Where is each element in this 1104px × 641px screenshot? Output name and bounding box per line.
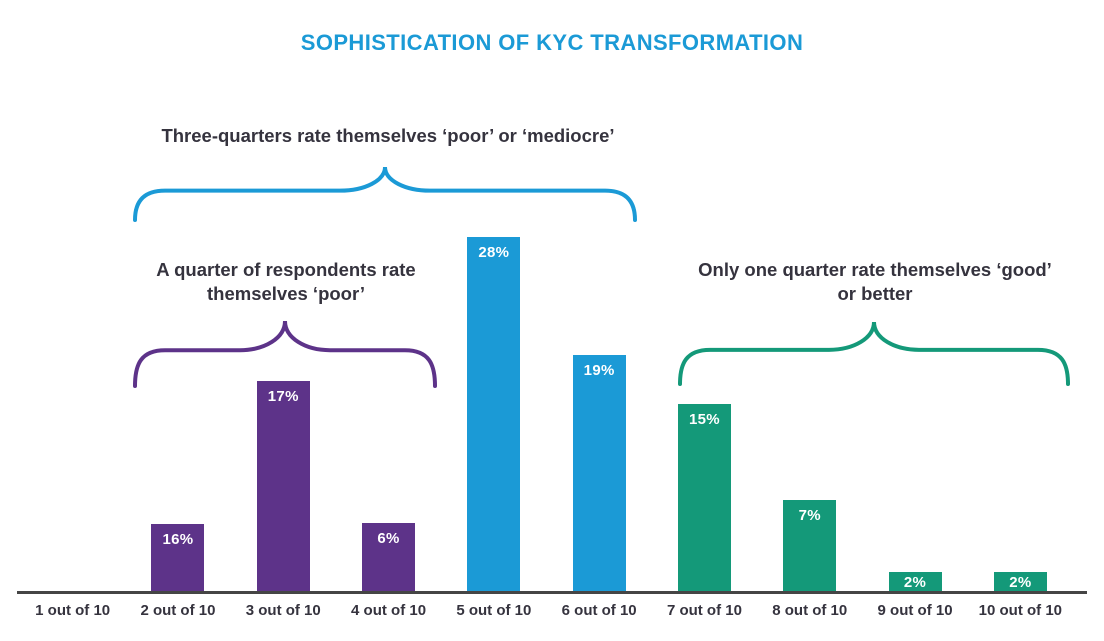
bar-value-label: 16% — [162, 531, 194, 548]
bar-9-out-of-10: 2% — [888, 572, 942, 592]
bar-value-label: 17% — [267, 388, 299, 405]
quarter-good-or-better-brace — [678, 321, 1070, 386]
bar-6-out-of-10: 19% — [572, 355, 626, 592]
x-axis-line — [17, 591, 1087, 594]
bar-10-out-of-10: 2% — [993, 572, 1047, 592]
bar-value-label: 2% — [1009, 573, 1032, 591]
quarter-poor-brace — [133, 320, 437, 388]
bar-8-out-of-10: 7% — [783, 500, 837, 592]
quarter-poor-brace-path — [133, 320, 437, 388]
bar-value-label: 19% — [583, 362, 615, 379]
bar-value-label: 2% — [903, 573, 927, 591]
x-axis-label-9-out-of-10: 9 out of 10 — [877, 602, 953, 619]
three-quarters-poor-or-mediocre-brace — [133, 166, 637, 222]
bar-3-out-of-10: 17% — [256, 381, 310, 592]
bar-value-label: 28% — [478, 244, 510, 261]
bar-value-label: 7% — [798, 507, 821, 524]
bar-value-label: 6% — [377, 530, 400, 547]
annotation-three-quarters-poor-or-mediocre: Three-quarters rate themselves ‘poor’ or… — [161, 125, 615, 146]
x-axis-label-2-out-of-10: 2 out of 10 — [140, 602, 216, 619]
bar-5-out-of-10: 28% — [467, 237, 521, 592]
bar-value-label: 15% — [688, 411, 720, 428]
x-axis-label-3-out-of-10: 3 out of 10 — [245, 602, 321, 619]
x-axis-label-4-out-of-10: 4 out of 10 — [351, 602, 427, 619]
x-axis-label-10-out-of-10: 10 out of 10 — [978, 602, 1063, 619]
quarter-good-or-better-brace-path — [678, 321, 1070, 386]
chart-title: SOPHISTICATION OF KYC TRANSFORMATION — [300, 30, 804, 55]
three-quarters-poor-or-mediocre-brace-path — [133, 166, 637, 222]
bar-2-out-of-10: 16% — [151, 524, 205, 592]
bar-4-out-of-10: 6% — [362, 523, 416, 592]
x-axis-label-6-out-of-10: 6 out of 10 — [561, 602, 637, 619]
annotation-quarter-poor: A quarter of respondents rate themselves… — [156, 259, 416, 304]
x-axis-label-1-out-of-10: 1 out of 10 — [35, 602, 111, 619]
x-axis-label-8-out-of-10: 8 out of 10 — [772, 602, 848, 619]
x-axis-label-5-out-of-10: 5 out of 10 — [456, 602, 532, 619]
annotation-quarter-good-or-better: Only one quarter rate themselves ‘good’ … — [698, 259, 1052, 304]
x-axis-label-7-out-of-10: 7 out of 10 — [666, 602, 742, 619]
bar-7-out-of-10: 15% — [677, 404, 731, 592]
